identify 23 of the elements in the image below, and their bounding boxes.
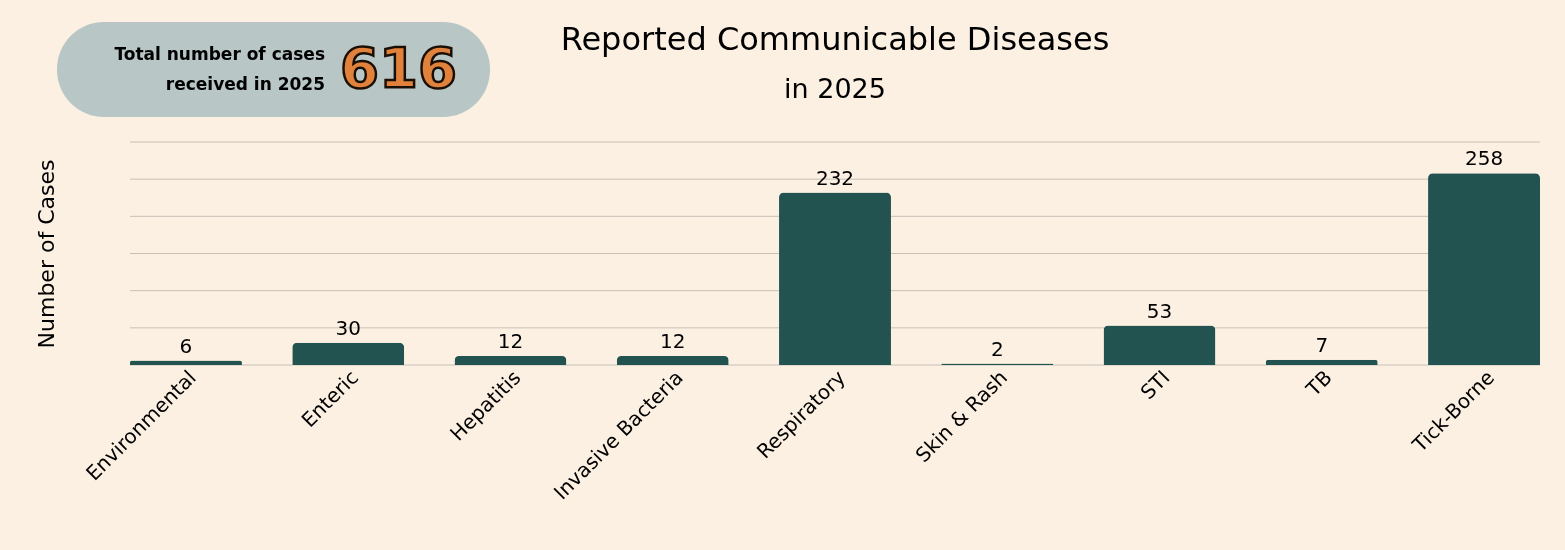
chart-title: Reported Communicable Diseases [560,20,1110,58]
data-label: 30 [335,315,361,340]
data-label: 232 [815,165,855,190]
data-label: 12 [497,329,524,354]
bar [1265,359,1378,365]
data-label: 2 [990,336,1004,361]
chart-subtitle: in 2025 [784,73,886,104]
text: Total number of cases received in 2025 [114,44,325,94]
data-label: 12 [660,329,686,354]
data-label: 6 [179,333,193,358]
bar [454,356,567,365]
data-label: 7 [1315,332,1329,357]
data-label: 53 [1146,298,1173,323]
data-label: 258 [1464,146,1504,171]
bar [779,192,891,365]
bar [1103,325,1216,365]
text: 616 [340,35,457,100]
x-tick-label: STI [1135,365,1175,405]
bar [1428,173,1540,365]
x-tick-label: TB [1300,365,1337,402]
bar [616,356,729,365]
y-axis-title: Number of Cases [33,159,59,349]
bar [292,342,405,365]
